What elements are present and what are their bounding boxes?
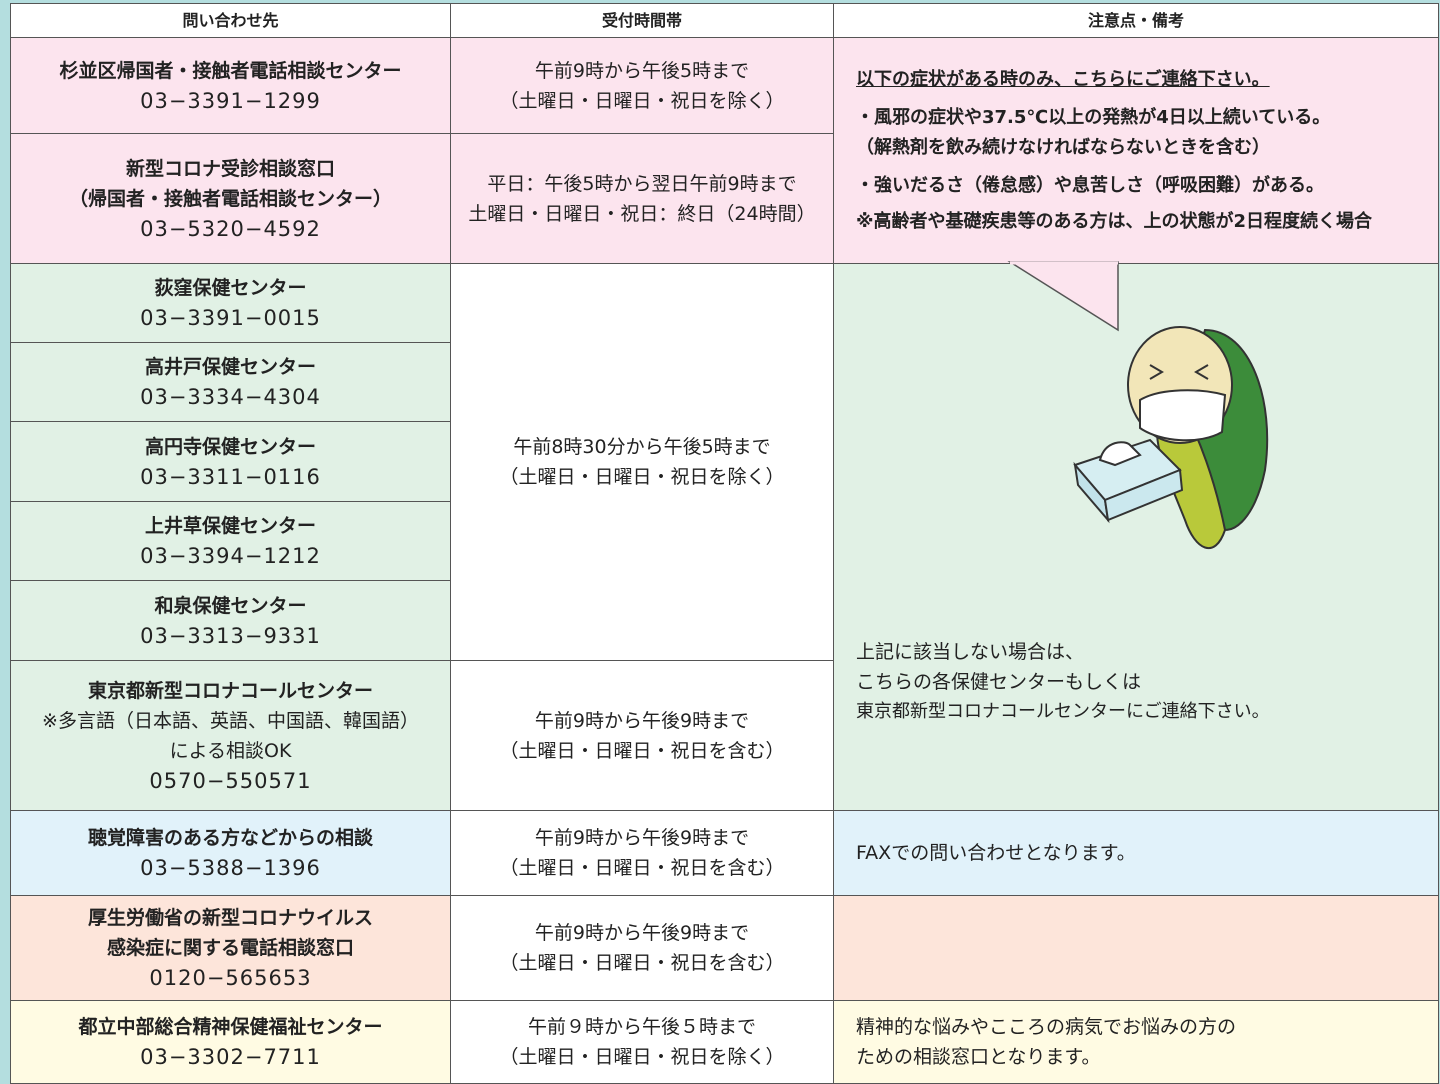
contact-phone: 0570−550571 [149,768,312,793]
table-cell: 平日：午後5時から翌日午前9時まで 土曜日・日曜日・祝日：終日（24時間） [450,133,834,264]
notes-text: 上記に該当しない場合は、 [856,641,1085,663]
contact-phone: 03−3311−0116 [140,464,321,489]
contact-phone: 03−3391−0015 [140,306,321,330]
notes-text: FAXでの問い合わせとなります。 [856,842,1136,864]
table-cell: 午前8時30分から午後5時まで （土曜日・日曜日・祝日を除く） [450,263,834,661]
contact-name: 上井草保健センター [144,515,316,537]
contact-name: 新型コロナ受診相談窓口 [125,157,335,180]
contact-phone: 03−3391−1299 [140,88,321,113]
table-cell: 厚生労働省の新型コロナウイルス 感染症に関する電話相談窓口 0120−565653 [10,895,451,1001]
column-header: 注意点・備考 [1087,10,1184,30]
notes-text: こちらの各保健センターもしくは [856,671,1142,693]
contact-phone: 03−3334−4304 [140,385,321,409]
contact-name: 都立中部総合精神保健福祉センター [78,1016,383,1038]
contact-name: 高円寺保健センター [144,435,316,458]
notes-text: 東京都新型コロナコールセンターにご連絡下さい。 [856,701,1270,722]
contact-phone: 03−5320−4592 [140,216,321,241]
hours-text: 土曜日・日曜日・祝日：終日（24時間） [468,202,816,225]
table-cell [833,895,1439,1001]
column-header: 受付時間帯 [601,10,682,30]
contact-name: （帰国者・接触者電話相談センター） [68,187,392,210]
contact-name: 和泉保健センター [154,594,307,617]
hours-text: 午前8時30分から午後5時まで [513,436,771,458]
contact-phone: 03−3302−7711 [140,1045,321,1069]
hours-text: （土曜日・日曜日・祝日を除く） [499,89,785,112]
table-cell: 荻窪保健センター 03−3391−0015 [10,263,451,343]
table-cell: FAXでの問い合わせとなります。 [833,810,1439,896]
table-cell: 問い合わせ先 [10,3,451,38]
hours-text: 平日：午後5時から翌日午前9時まで [487,172,797,195]
contact-name: 厚生労働省の新型コロナウイルス [87,907,373,929]
column-header: 問い合わせ先 [182,10,279,30]
table-cell: 上井草保健センター 03−3394−1212 [10,501,451,581]
table-cell: 精神的な悩みやこころの病気でお悩みの方の ための相談窓口となります。 [833,1000,1439,1084]
table-cell: 上記に該当しない場合は、こちらの各保健センターもしくは東京都新型コロナコールセン… [833,263,1439,811]
table-cell: 午前9時から午後5時まで （土曜日・日曜日・祝日を除く） [450,37,834,134]
contact-name: 聴覚障害のある方などからの相談 [87,827,373,849]
contact-name: 杉並区帰国者・接触者電話相談センター [59,59,402,82]
symptom-item: ・風邪の症状や37.5℃以上の発熱が4日以上続いている。 [856,106,1331,128]
table-cell: 東京都新型コロナコールセンター ※多言語（日本語、英語、中国語、韓国語） による相談… [10,660,451,811]
contact-name: 東京都新型コロナコールセンター [87,679,373,702]
contact-name: 荻窪保健センター [154,277,307,299]
table-cell: 高円寺保健センター 03−3311−0116 [10,421,451,502]
table-cell: 午前9時から午後9時まで （土曜日・日曜日・祝日を含む） [450,895,834,1001]
table-cell: 都立中部総合精神保健福祉センター 03−3302−7711 [10,1000,451,1084]
symptom-item: （解熱剤を飲み続けなければならないときを含む） [856,136,1270,158]
hours-text: （土曜日・日曜日・祝日を含む） [499,857,785,879]
hours-text: 午前9時から午後9時まで [534,827,750,849]
hours-text: （土曜日・日曜日・祝日を含む） [499,952,785,974]
table-cell: 午前9時から午後9時まで （土曜日・日曜日・祝日を含む） [450,660,834,811]
contact-phone: 0120−565653 [149,966,312,990]
symptom-item: ・強いだるさ（倦怠感）や息苦しさ（呼吸困難）がある。 [856,174,1324,196]
table-cell: 受付時間帯 [450,3,834,38]
table-cell: 新型コロナ受診相談窓口 （帰国者・接触者電話相談センター） 03−5320−4592 [10,133,451,264]
notes-heading: 以下の症状がある時のみ、こちらにご連絡下さい。 [856,68,1270,90]
table-cell: 杉並区帰国者・接触者電話相談センター 03−3391−1299 [10,37,451,134]
hours-text: 午前9時から午後5時まで [534,59,750,82]
table-cell: 注意点・備考 [833,3,1439,38]
table-cell: 和泉保健センター 03−3313−9331 [10,580,451,661]
hours-text: 午前9時から午後9時まで [534,709,750,732]
table-cell: 高井戸保健センター 03−3334−4304 [10,342,451,422]
hours-text: （土曜日・日曜日・祝日を除く） [499,1046,785,1068]
table-cell: 午前９時から午後５時まで （土曜日・日曜日・祝日を除く） [450,1000,834,1084]
table-cell: 以下の症状がある時のみ、こちらにご連絡下さい。・風邪の症状や37.5℃以上の発熱… [833,37,1439,264]
notes-text: 精神的な悩みやこころの病気でお悩みの方の [856,1016,1237,1038]
hours-text: 午前9時から午後9時まで [534,922,750,944]
table-cell: 聴覚障害のある方などからの相談 03−5388−1396 [10,810,451,896]
hours-text: 午前９時から午後５時まで [527,1016,756,1038]
notes-text: ための相談窓口となります。 [856,1046,1101,1068]
contact-phone: 03−5388−1396 [140,856,321,880]
contact-name: による相談OK [169,739,292,762]
hours-text: （土曜日・日曜日・祝日を含む） [499,739,785,762]
contact-phone: 03−3394−1212 [140,544,321,568]
contact-name: ※多言語（日本語、英語、中国語、韓国語） [42,709,419,732]
contact-name: 感染症に関する電話相談窓口 [106,937,354,959]
hours-text: （土曜日・日曜日・祝日を除く） [499,466,785,488]
table-cell: 午前9時から午後9時まで （土曜日・日曜日・祝日を含む） [450,810,834,896]
symptom-note: ※高齢者や基礎疾患等のある方は、上の状態が2日程度続く場合 [856,210,1373,232]
contact-name: 高井戸保健センター [144,356,316,378]
contact-phone: 03−3313−9331 [140,623,321,648]
